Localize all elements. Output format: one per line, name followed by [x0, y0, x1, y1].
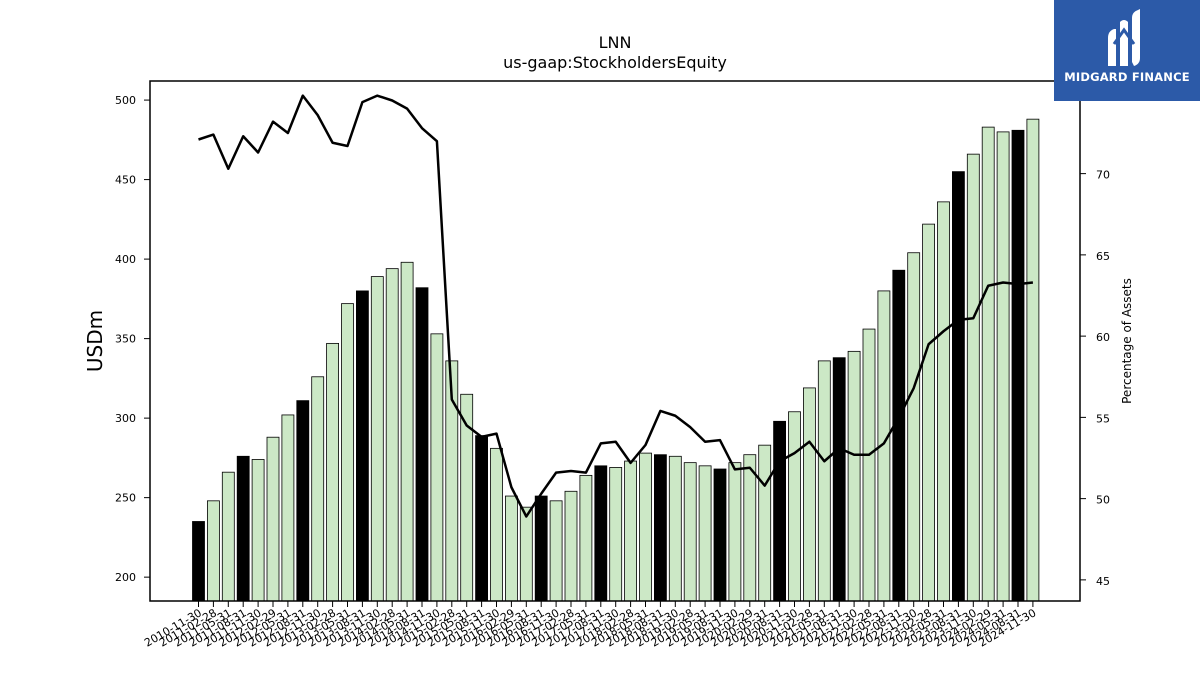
bar-2011-05-31 — [221, 471, 235, 602]
bar-2012-11-30 — [311, 376, 325, 602]
y2-tick-label: 65 — [1096, 250, 1110, 263]
y2-tick-label: 60 — [1096, 331, 1110, 344]
bar-2024-02-29 — [981, 126, 995, 602]
bar-2016-02-29 — [504, 495, 518, 602]
bar-2020-05-31 — [758, 444, 772, 602]
bar-2013-02-28 — [326, 342, 340, 602]
bar-2011-02-28 — [206, 500, 220, 602]
right-axis: 45505560657075 — [1080, 87, 1110, 588]
bar-2017-08-31 — [594, 465, 608, 602]
bar-2017-05-31 — [579, 474, 593, 602]
bar-2011-08-31 — [236, 455, 250, 602]
bar-2020-02-29 — [743, 454, 757, 602]
bar-2019-05-31 — [698, 465, 712, 602]
bar-2016-05-31 — [519, 506, 533, 602]
bar-2020-08-31 — [773, 420, 786, 602]
bar-2017-02-28 — [564, 490, 578, 602]
bar-2014-05-31 — [400, 261, 414, 602]
bar-2019-02-28 — [683, 462, 697, 602]
logo-mark-icon — [1108, 9, 1140, 66]
chart-title: LNN — [599, 33, 632, 52]
y2-tick-label: 55 — [1096, 412, 1110, 425]
bar-2023-11-30 — [966, 153, 980, 602]
bar-2024-11-30 — [1026, 118, 1040, 602]
bars — [192, 118, 1040, 602]
logo-text: MIDGARD FINANCE — [1064, 70, 1190, 84]
bar-2012-08-31 — [296, 400, 310, 602]
bar-2018-11-30 — [668, 455, 682, 602]
bar-2021-08-31 — [832, 357, 846, 602]
bar-2017-11-30 — [609, 467, 623, 602]
bar-2023-02-28 — [922, 223, 935, 602]
bar-2016-08-31 — [534, 495, 548, 602]
bar-2012-02-29 — [266, 436, 280, 602]
bar-2021-11-30 — [847, 350, 861, 602]
y2-tick-label: 45 — [1096, 575, 1110, 588]
bar-2023-08-31 — [952, 171, 965, 602]
bar-2013-08-31 — [355, 290, 369, 602]
bar-2011-11-30 — [251, 459, 265, 602]
bar-2014-02-28 — [385, 268, 399, 602]
bar-2023-05-31 — [937, 201, 950, 602]
y-tick-label: 500 — [115, 94, 136, 107]
y2-tick-label: 50 — [1096, 494, 1110, 507]
bar-2022-11-30 — [907, 252, 921, 602]
left-axis: 200 250 300 350 400 450 500 — [115, 94, 150, 584]
bar-2020-11-30 — [788, 411, 801, 602]
bar-2021-05-31 — [817, 360, 831, 602]
bar-2013-11-30 — [370, 276, 384, 602]
bar-2012-05-31 — [281, 414, 295, 602]
y-tick-label: 400 — [115, 253, 136, 266]
bar-2024-05-31 — [996, 131, 1010, 602]
bar-2024-08-31 — [1011, 129, 1025, 602]
bar-2014-11-30 — [430, 333, 444, 602]
y-tick-label: 300 — [115, 412, 136, 425]
y2-axis-label: Percentage of Assets — [1120, 278, 1134, 404]
plot-frame — [149, 80, 1081, 602]
bar-2018-02-28 — [624, 460, 637, 602]
bar-2019-11-30 — [728, 462, 742, 602]
y-tick-label: 350 — [115, 333, 136, 346]
bar-2015-08-31 — [475, 435, 489, 602]
bar-2018-05-31 — [639, 452, 652, 602]
y-axis-label: USDm — [83, 310, 107, 372]
bar-2021-02-28 — [803, 387, 816, 602]
bar-2022-08-31 — [892, 269, 906, 602]
x-axis: 2010-11-302011-02-282011-05-312011-08-31… — [142, 601, 1038, 650]
y-tick-label: 450 — [115, 174, 136, 187]
bar-2019-08-31 — [713, 468, 727, 602]
brand-logo: MIDGARD FINANCE — [1054, 0, 1200, 101]
y-tick-label: 250 — [115, 492, 136, 505]
bar-2016-11-30 — [549, 500, 563, 602]
bar-2010-11-30 — [192, 521, 205, 602]
bar-2018-08-31 — [654, 454, 667, 602]
chart-subtitle: us-gaap:StockholdersEquity — [503, 53, 727, 72]
y2-tick-label: 70 — [1096, 169, 1110, 182]
bar-2022-02-28 — [862, 328, 876, 602]
y-tick-label: 200 — [115, 571, 136, 584]
percentage-line — [198, 94, 1034, 518]
bar-2014-08-31 — [415, 287, 429, 602]
bar-2015-11-30 — [490, 447, 503, 602]
bar-2013-05-31 — [341, 303, 354, 602]
